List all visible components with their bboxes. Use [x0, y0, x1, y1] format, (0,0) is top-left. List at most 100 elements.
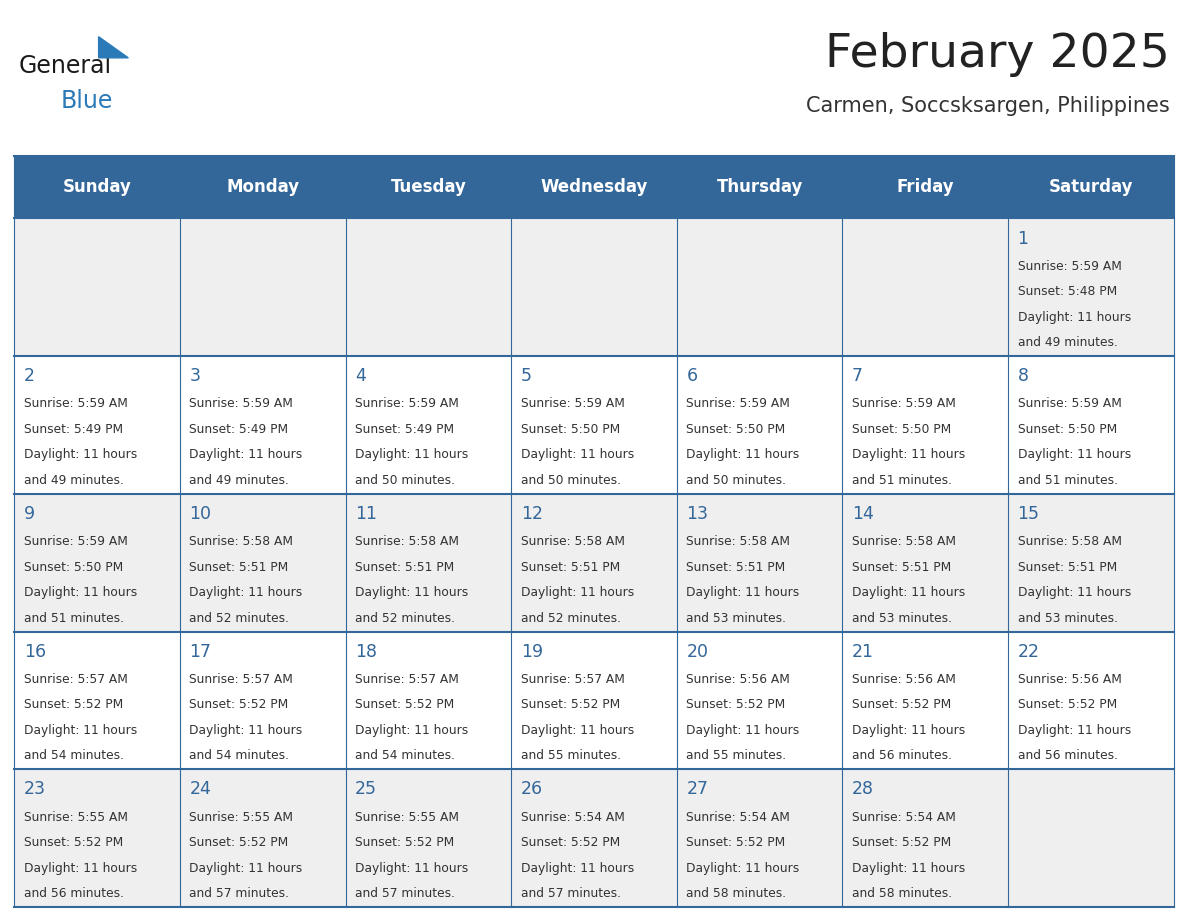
Text: and 53 minutes.: and 53 minutes. — [687, 611, 786, 624]
Text: Sunset: 5:50 PM: Sunset: 5:50 PM — [852, 423, 952, 436]
Text: and 55 minutes.: and 55 minutes. — [687, 749, 786, 762]
Text: Sunset: 5:49 PM: Sunset: 5:49 PM — [189, 423, 289, 436]
Text: Daylight: 11 hours: Daylight: 11 hours — [687, 586, 800, 599]
Text: and 53 minutes.: and 53 minutes. — [1018, 611, 1118, 624]
Bar — [842, 218, 1009, 356]
Text: and 54 minutes.: and 54 minutes. — [24, 749, 124, 762]
Bar — [842, 769, 1009, 907]
Text: Daylight: 11 hours: Daylight: 11 hours — [687, 861, 800, 875]
Text: Sunset: 5:52 PM: Sunset: 5:52 PM — [355, 836, 454, 849]
Bar — [346, 494, 511, 632]
Bar — [346, 218, 511, 356]
Polygon shape — [99, 37, 128, 58]
Text: Monday: Monday — [226, 178, 299, 196]
Bar — [511, 769, 677, 907]
Bar — [346, 632, 511, 769]
Text: and 56 minutes.: and 56 minutes. — [1018, 749, 1118, 762]
Text: 1: 1 — [1018, 230, 1029, 248]
Bar — [511, 218, 677, 356]
Text: Daylight: 11 hours: Daylight: 11 hours — [24, 861, 137, 875]
Text: Thursday: Thursday — [716, 178, 803, 196]
Text: Sunset: 5:50 PM: Sunset: 5:50 PM — [1018, 423, 1117, 436]
Text: 14: 14 — [852, 505, 874, 523]
Text: Sunrise: 5:59 AM: Sunrise: 5:59 AM — [24, 535, 127, 548]
Text: and 51 minutes.: and 51 minutes. — [852, 474, 952, 487]
Text: Daylight: 11 hours: Daylight: 11 hours — [852, 449, 965, 462]
Text: 18: 18 — [355, 643, 377, 661]
Text: 6: 6 — [687, 367, 697, 386]
Text: and 52 minutes.: and 52 minutes. — [355, 611, 455, 624]
Text: Daylight: 11 hours: Daylight: 11 hours — [1018, 449, 1131, 462]
Bar — [1009, 218, 1174, 356]
Bar — [677, 356, 842, 494]
Text: Sunrise: 5:57 AM: Sunrise: 5:57 AM — [520, 673, 625, 686]
Text: Sunrise: 5:56 AM: Sunrise: 5:56 AM — [687, 673, 790, 686]
Text: 20: 20 — [687, 643, 708, 661]
Bar — [842, 494, 1009, 632]
Text: 24: 24 — [189, 780, 211, 799]
Bar — [677, 494, 842, 632]
Text: and 51 minutes.: and 51 minutes. — [24, 611, 124, 624]
Text: Sunrise: 5:55 AM: Sunrise: 5:55 AM — [189, 811, 293, 823]
Text: and 50 minutes.: and 50 minutes. — [520, 474, 620, 487]
Text: Sunset: 5:52 PM: Sunset: 5:52 PM — [520, 836, 620, 849]
Text: Daylight: 11 hours: Daylight: 11 hours — [24, 723, 137, 737]
Text: Sunrise: 5:58 AM: Sunrise: 5:58 AM — [852, 535, 956, 548]
Text: and 53 minutes.: and 53 minutes. — [852, 611, 952, 624]
Text: 8: 8 — [1018, 367, 1029, 386]
Text: Daylight: 11 hours: Daylight: 11 hours — [189, 861, 303, 875]
Text: Daylight: 11 hours: Daylight: 11 hours — [520, 449, 634, 462]
Text: Daylight: 11 hours: Daylight: 11 hours — [687, 723, 800, 737]
Text: General: General — [19, 54, 112, 78]
Text: Sunset: 5:52 PM: Sunset: 5:52 PM — [24, 699, 124, 711]
Text: Sunrise: 5:59 AM: Sunrise: 5:59 AM — [355, 397, 459, 410]
Bar — [1009, 632, 1174, 769]
Text: Sunset: 5:52 PM: Sunset: 5:52 PM — [852, 836, 952, 849]
Bar — [179, 494, 346, 632]
Bar — [14, 218, 179, 356]
Text: and 49 minutes.: and 49 minutes. — [24, 474, 124, 487]
Text: and 55 minutes.: and 55 minutes. — [520, 749, 621, 762]
Text: and 50 minutes.: and 50 minutes. — [687, 474, 786, 487]
Bar — [179, 356, 346, 494]
Bar — [14, 632, 179, 769]
Text: Daylight: 11 hours: Daylight: 11 hours — [189, 586, 303, 599]
Text: Daylight: 11 hours: Daylight: 11 hours — [355, 861, 468, 875]
Text: 19: 19 — [520, 643, 543, 661]
Text: Sunrise: 5:58 AM: Sunrise: 5:58 AM — [520, 535, 625, 548]
Text: Daylight: 11 hours: Daylight: 11 hours — [520, 861, 634, 875]
Text: Sunrise: 5:54 AM: Sunrise: 5:54 AM — [687, 811, 790, 823]
Bar — [14, 156, 1174, 218]
Text: Sunrise: 5:58 AM: Sunrise: 5:58 AM — [687, 535, 790, 548]
Text: Sunset: 5:50 PM: Sunset: 5:50 PM — [520, 423, 620, 436]
Bar — [1009, 769, 1174, 907]
Text: 9: 9 — [24, 505, 34, 523]
Text: Daylight: 11 hours: Daylight: 11 hours — [520, 723, 634, 737]
Text: and 57 minutes.: and 57 minutes. — [189, 887, 290, 900]
Bar — [842, 356, 1009, 494]
Bar — [14, 494, 179, 632]
Text: and 51 minutes.: and 51 minutes. — [1018, 474, 1118, 487]
Text: 25: 25 — [355, 780, 377, 799]
Text: 5: 5 — [520, 367, 532, 386]
Text: and 52 minutes.: and 52 minutes. — [520, 611, 620, 624]
Text: Sunrise: 5:58 AM: Sunrise: 5:58 AM — [1018, 535, 1121, 548]
Text: and 57 minutes.: and 57 minutes. — [355, 887, 455, 900]
Text: and 54 minutes.: and 54 minutes. — [189, 749, 290, 762]
Text: Sunrise: 5:55 AM: Sunrise: 5:55 AM — [24, 811, 128, 823]
Text: Daylight: 11 hours: Daylight: 11 hours — [852, 586, 965, 599]
Text: Daylight: 11 hours: Daylight: 11 hours — [24, 449, 137, 462]
Text: Sunset: 5:52 PM: Sunset: 5:52 PM — [852, 699, 952, 711]
Text: Blue: Blue — [61, 89, 113, 113]
Text: Sunset: 5:49 PM: Sunset: 5:49 PM — [355, 423, 454, 436]
Text: Daylight: 11 hours: Daylight: 11 hours — [355, 586, 468, 599]
Bar — [677, 632, 842, 769]
Text: Sunset: 5:51 PM: Sunset: 5:51 PM — [520, 561, 620, 574]
Text: and 54 minutes.: and 54 minutes. — [355, 749, 455, 762]
Text: Daylight: 11 hours: Daylight: 11 hours — [1018, 310, 1131, 324]
Text: Sunrise: 5:56 AM: Sunrise: 5:56 AM — [852, 673, 956, 686]
Text: Sunrise: 5:59 AM: Sunrise: 5:59 AM — [852, 397, 956, 410]
Text: 3: 3 — [189, 367, 201, 386]
Text: Sunset: 5:51 PM: Sunset: 5:51 PM — [852, 561, 952, 574]
Text: 4: 4 — [355, 367, 366, 386]
